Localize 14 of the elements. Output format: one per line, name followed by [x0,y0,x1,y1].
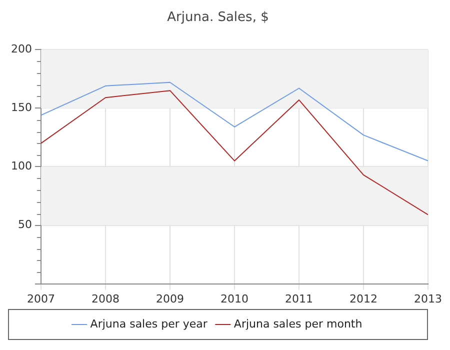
x-tick-label: 2012 [350,292,378,306]
x-tick-label: 2013 [414,292,442,306]
y-tick-label: 150 [10,101,32,114]
legend-label: Arjuna sales per year [90,317,208,330]
legend-label: Arjuna sales per month [234,317,362,330]
y-tick-label: 200 [10,42,32,56]
x-tick-label: 2008 [91,292,120,306]
x-tick-label: 2009 [156,292,184,306]
chart-title: Arjuna. Sales, $ [167,10,269,26]
x-tick-label: 2007 [26,292,55,306]
y-tick-label: 50 [18,218,32,232]
x-tick-label: 2010 [220,292,248,306]
x-tick-label: 2011 [285,292,313,306]
y-tick-label: 100 [10,160,32,173]
